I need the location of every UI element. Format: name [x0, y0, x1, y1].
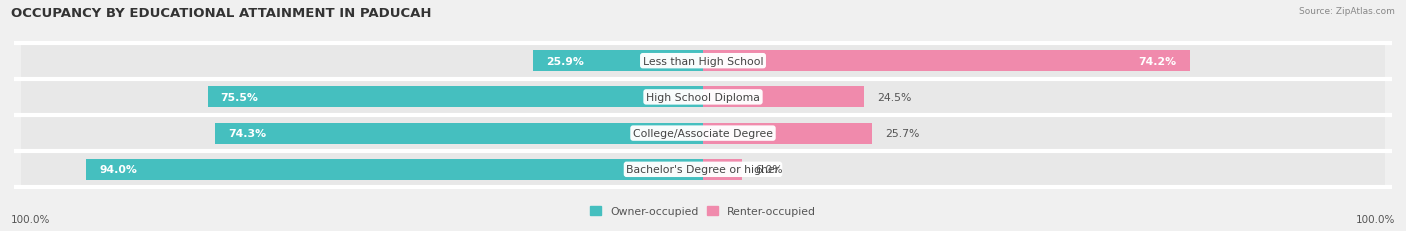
Bar	[21, 154, 1385, 185]
Legend: Owner-occupied, Renter-occupied: Owner-occupied, Renter-occupied	[591, 206, 815, 216]
Text: 94.0%: 94.0%	[100, 165, 138, 175]
Text: 74.3%: 74.3%	[229, 128, 267, 139]
Bar	[215, 123, 703, 144]
Bar	[703, 51, 1189, 72]
Text: Bachelor's Degree or higher: Bachelor's Degree or higher	[627, 165, 779, 175]
Bar	[21, 118, 1385, 149]
Bar	[703, 87, 863, 108]
Text: College/Associate Degree: College/Associate Degree	[633, 128, 773, 139]
Text: 100.0%: 100.0%	[1355, 214, 1395, 224]
Text: 25.9%: 25.9%	[546, 56, 583, 66]
Bar	[21, 46, 1385, 77]
Text: 24.5%: 24.5%	[877, 92, 911, 103]
Bar	[86, 159, 703, 180]
Text: 25.7%: 25.7%	[884, 128, 920, 139]
Text: 6.0%: 6.0%	[755, 165, 783, 175]
Bar	[208, 87, 703, 108]
Text: 75.5%: 75.5%	[221, 92, 259, 103]
Bar	[703, 123, 872, 144]
Text: Less than High School: Less than High School	[643, 56, 763, 66]
Text: OCCUPANCY BY EDUCATIONAL ATTAINMENT IN PADUCAH: OCCUPANCY BY EDUCATIONAL ATTAINMENT IN P…	[11, 7, 432, 20]
Text: 74.2%: 74.2%	[1139, 56, 1177, 66]
Bar	[21, 82, 1385, 113]
Text: Source: ZipAtlas.com: Source: ZipAtlas.com	[1299, 7, 1395, 16]
Text: High School Diploma: High School Diploma	[647, 92, 759, 103]
Bar	[533, 51, 703, 72]
Bar	[703, 159, 742, 180]
Text: 100.0%: 100.0%	[11, 214, 51, 224]
